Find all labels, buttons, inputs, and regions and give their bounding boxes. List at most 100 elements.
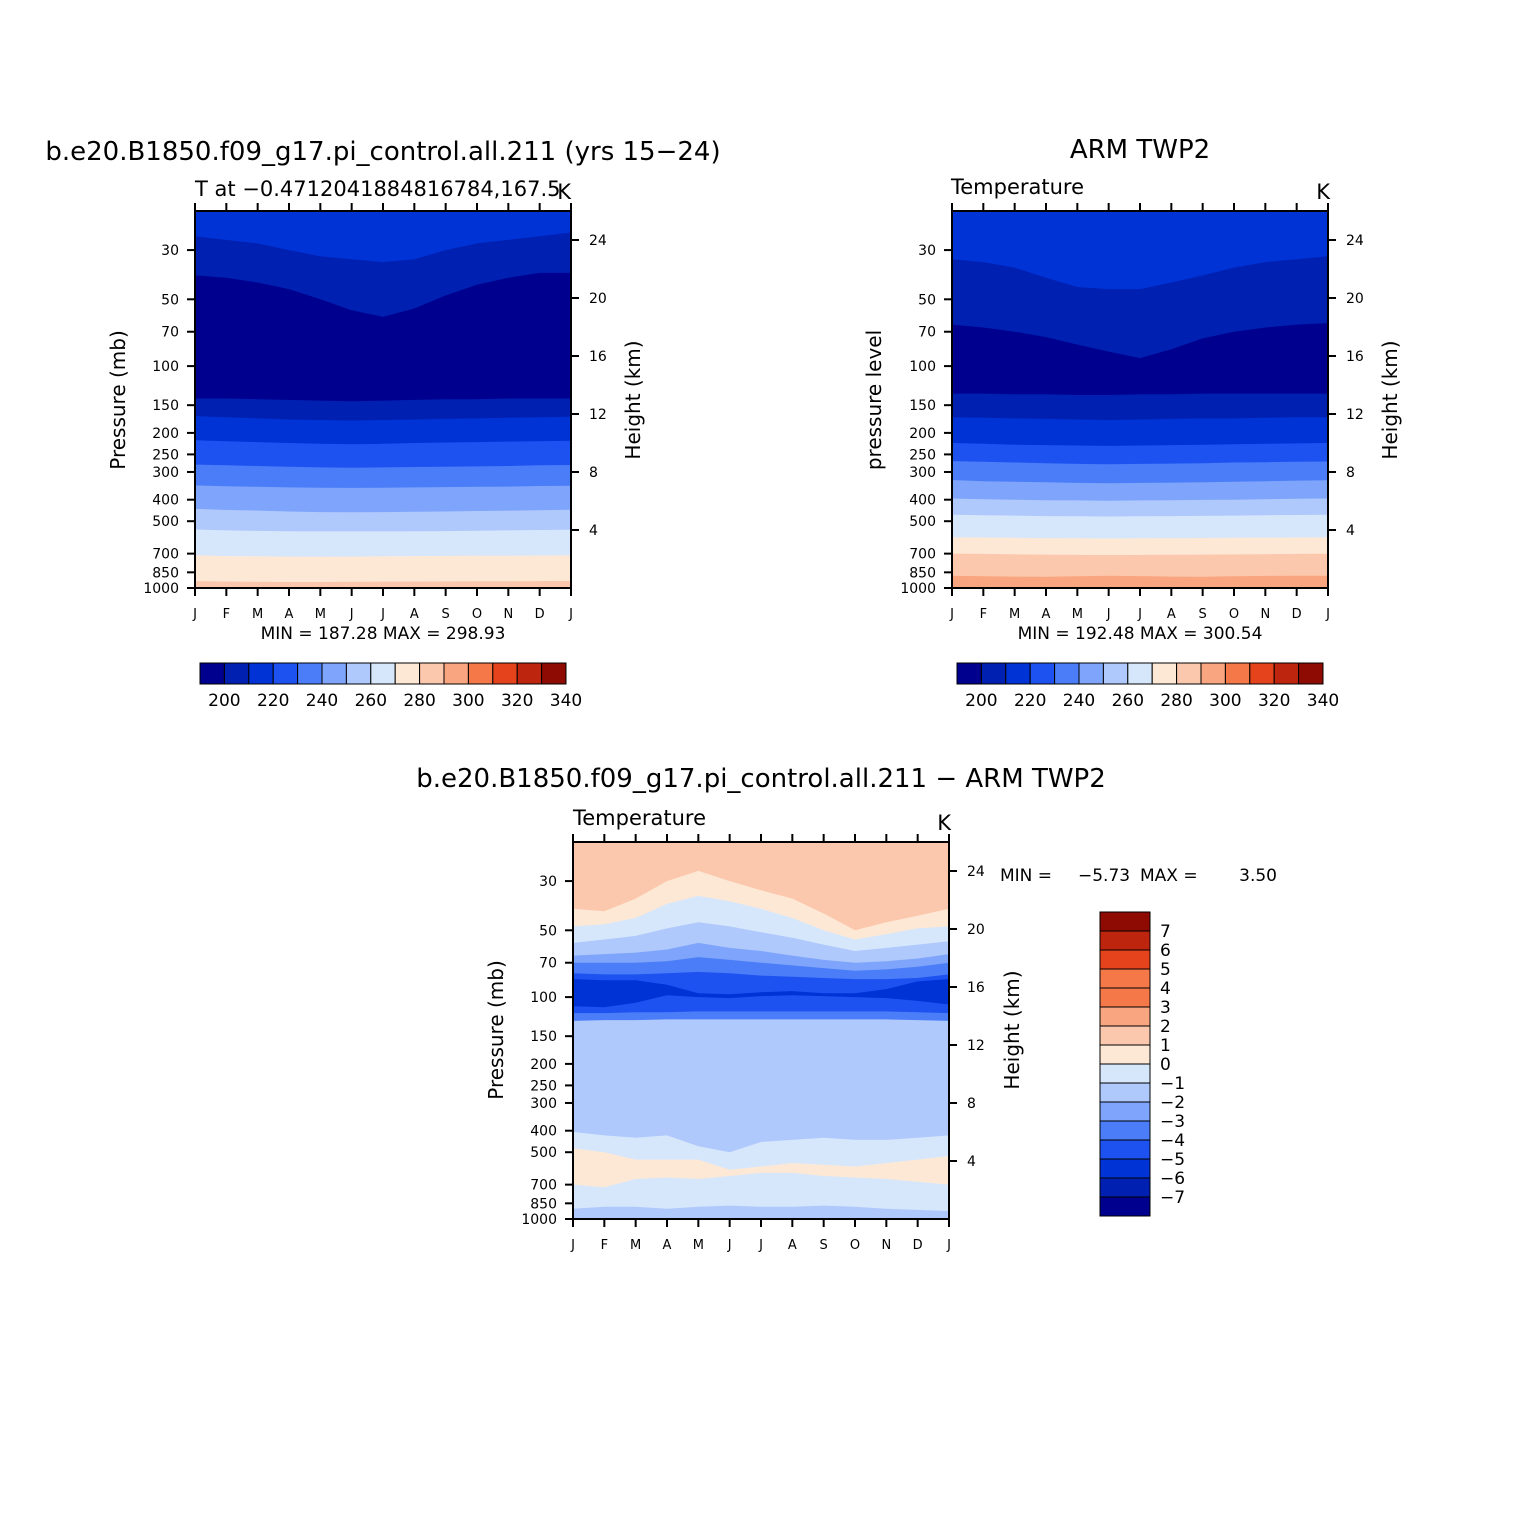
y2-tick-label: 8 [1346,465,1355,481]
y-tick-label: 500 [152,514,179,530]
colorbar-swatch [1078,662,1104,685]
colorbar-label: −6 [1160,1169,1185,1189]
y-tick-label: 250 [909,447,936,463]
colorbar-swatch [1054,662,1080,685]
colorbar-label: 220 [1014,691,1046,711]
x-tick-label: J [192,607,197,622]
y2-tick-label: 4 [589,523,598,539]
x-tick-label: J [727,1238,732,1253]
panel-obs-title: ARM TWP2 [1070,135,1210,165]
colorbar-label: 7 [1160,922,1171,942]
y2-tick-label: 20 [967,922,985,938]
panel-obs-y2label: Height (km) [1378,340,1402,459]
colorbar-swatch [1099,1196,1151,1217]
colorbar-label: 320 [501,691,533,711]
colorbar-swatch [1005,662,1031,685]
colorbar-label: 340 [1307,691,1339,711]
x-tick-label: J [1106,607,1111,622]
y-tick-label: 850 [530,1196,557,1212]
panel-model-stats: MIN = 187.28 MAX = 298.93 [261,624,506,644]
y-tick-label: 400 [152,493,179,509]
y-tick-label: 30 [539,874,557,890]
colorbar-swatch [443,662,469,685]
x-tick-label: M [1072,607,1083,622]
y-tick-label: 100 [530,990,557,1006]
y2-tick-label: 12 [589,407,607,423]
contour-band-model-11 [195,581,571,588]
colorbar-label: −2 [1160,1093,1185,1113]
colorbar-model: 200 220 240 260 280 300 320 340 [199,662,582,711]
colorbar-swatch [1099,1063,1151,1084]
contour-band-obs-12 [952,575,1328,588]
colorbar-label: 340 [550,691,582,711]
colorbar-swatch [321,662,347,685]
colorbar-obs: 200 220 240 260 280 300 320 340 [956,662,1339,711]
y-tick-label: 100 [909,359,936,375]
colorbar-label: 200 [208,691,240,711]
colorbar-swatch [1099,1120,1151,1141]
x-tick-label: D [913,1238,923,1253]
x-tick-label: J [949,607,954,622]
y-tick-label: 200 [909,426,936,442]
colorbar-label: 260 [355,691,387,711]
colorbar-swatch [1273,662,1300,685]
colorbar-label: 4 [1160,979,1171,999]
colorbar-swatch [541,662,567,685]
x-tick-label: J [1325,607,1330,622]
y-tick-label: 300 [530,1096,557,1112]
panel-diff-units: K [937,811,952,835]
x-tick-label: A [410,607,419,622]
colorbar-swatch [1099,1158,1151,1179]
y2-tick-label: 12 [1346,407,1364,423]
x-tick-label: M [630,1238,641,1253]
x-tick-label: M [1009,607,1020,622]
y-tick-label: 400 [909,493,936,509]
y-tick-label: 100 [152,359,179,375]
y2-tick-label: 20 [589,291,607,307]
y2-tick-label: 4 [967,1154,976,1170]
y-tick-label: 30 [161,243,179,259]
panel-model-subtitle: T at −0.4712041884816784,167.5 [194,177,560,201]
colorbar-swatch [1224,662,1251,685]
colorbar-swatch [467,662,494,685]
panel-diff-max-value: 3.50 [1239,866,1277,886]
x-tick-label: S [442,607,450,622]
y-tick-label: 850 [152,565,179,581]
contour-field-diff [573,842,949,1219]
colorbar-label: 300 [452,691,484,711]
panel-diff-subtitle: Temperature [572,806,706,830]
x-tick-label: N [1260,607,1270,622]
panel-obs-stats: MIN = 192.48 MAX = 300.54 [1018,624,1263,644]
panel-model-y2label: Height (km) [621,340,645,459]
colorbar-swatch [370,662,396,685]
axes-model: J F M A M J J A S O N D J 30 50 70 100 150 200 250 300 400 500… [143,203,607,622]
panel-obs-subtitle: Temperature [950,175,1084,199]
colorbar-swatch [1099,1101,1151,1122]
y-tick-label: 400 [530,1124,557,1140]
colorbar-label: 220 [257,691,289,711]
x-tick-label: S [820,1238,828,1253]
contour-field-model [195,211,571,588]
colorbar-swatch [394,662,421,685]
colorbar-label: 0 [1160,1055,1171,1075]
y-tick-label: 70 [539,956,557,972]
y-tick-label: 200 [530,1057,557,1073]
y-tick-label: 150 [909,398,936,414]
x-tick-label: A [788,1238,797,1253]
axes-layer: J F M A M J J A S O N D J305070100150200250300400500… [143,203,1364,1253]
colorbar-swatch [516,662,543,685]
x-tick-label: S [1199,607,1207,622]
x-tick-label: A [1167,607,1176,622]
contour-fields [195,211,1328,1219]
colorbar-label: −3 [1160,1112,1185,1132]
x-tick-label: J [758,1238,763,1253]
colorbar-swatch [1127,662,1153,685]
colorbar-label: 240 [1063,691,1095,711]
y-tick-label: 700 [530,1178,557,1194]
colorbar-label: −4 [1160,1131,1185,1151]
panel-obs-ylabel: pressure level [862,330,886,470]
colorbar-swatch [1099,1082,1151,1103]
colorbar-swatch [272,662,299,685]
y-tick-label: 50 [539,923,557,939]
y-tick-label: 50 [161,292,179,308]
